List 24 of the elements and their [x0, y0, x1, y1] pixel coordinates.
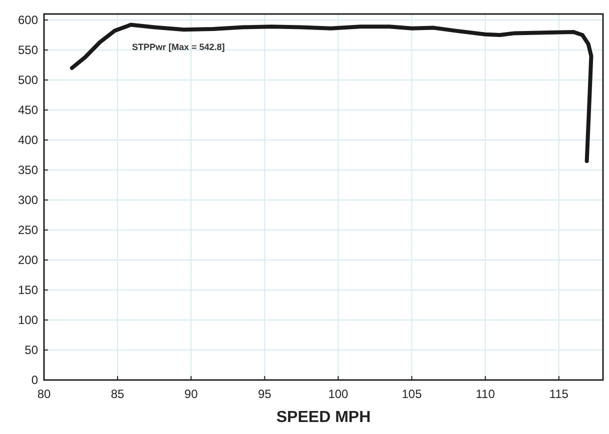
x-tick-label: 90 — [184, 387, 198, 401]
x-tick-label: 110 — [476, 387, 496, 401]
y-tick-label: 600 — [18, 13, 38, 27]
y-tick-label: 0 — [31, 373, 38, 387]
x-tick-label: 105 — [402, 387, 422, 401]
y-tick-label: 400 — [18, 133, 38, 147]
y-tick-label: 250 — [18, 223, 38, 237]
x-tick-label: 95 — [258, 387, 272, 401]
y-tick-label: 450 — [18, 103, 38, 117]
y-tick-label: 50 — [24, 343, 38, 357]
y-tick-label: 550 — [18, 43, 38, 57]
y-tick-label: 300 — [18, 193, 38, 207]
y-tick-label: 500 — [18, 73, 38, 87]
x-tick-label: 115 — [549, 387, 569, 401]
y-tick-label: 150 — [18, 283, 38, 297]
y-tick-label: 200 — [18, 253, 38, 267]
y-tick-label: 100 — [18, 313, 38, 327]
x-tick-label: 100 — [328, 387, 349, 401]
x-tick-label: 85 — [110, 387, 125, 401]
x-tick-label: 80 — [37, 387, 51, 401]
y-tick-label: 350 — [18, 163, 38, 177]
x-axis-title: SPEED MPH — [276, 409, 371, 426]
line-series — [70, 22, 594, 163]
series-label: STPPwr [Max = 542.8] — [132, 42, 225, 52]
